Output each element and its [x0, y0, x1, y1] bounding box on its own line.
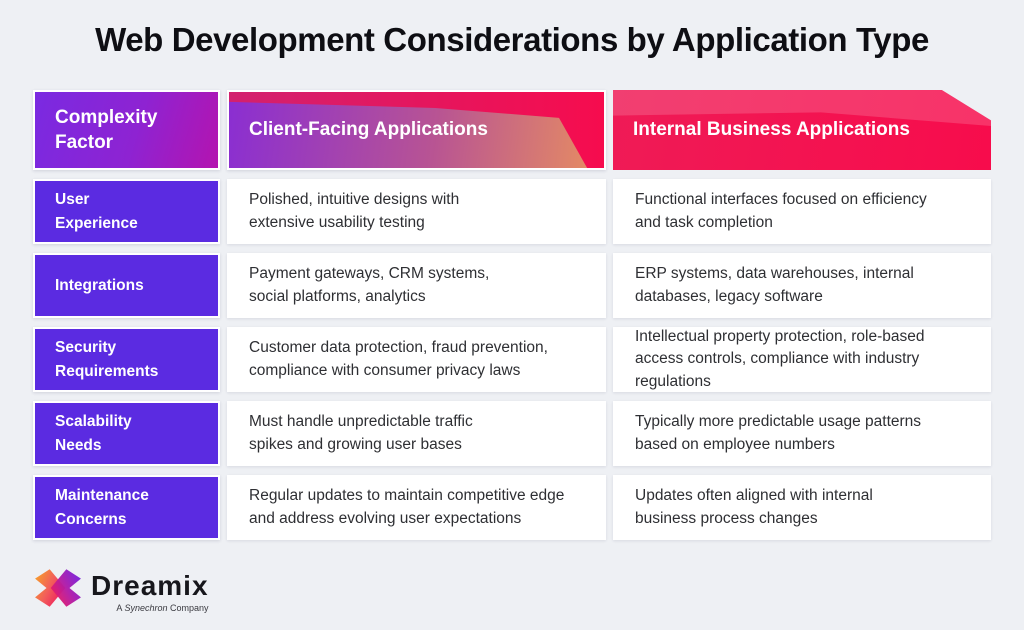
row-label-text: Integrations	[55, 276, 144, 294]
row-label-maintenance-concerns: Maintenance Concerns	[33, 475, 220, 540]
brand-text-block: Dreamix A Synechron Company	[91, 564, 209, 614]
comparison-table: Complexity Factor Client-Facing Applicat…	[33, 90, 991, 540]
cell-text: Functional interfaces focused on efficie…	[635, 191, 927, 231]
table-cell: Customer data protection, fraud preventi…	[227, 327, 606, 392]
cell-text: Typically more predictable usage pattern…	[635, 413, 922, 453]
cell-text: Must handle unpredictable traffic spikes…	[249, 413, 473, 453]
header-complexity-factor: Complexity Factor	[33, 90, 220, 170]
table-cell: Regular updates to maintain competitive …	[227, 475, 606, 540]
cell-text: Updates often aligned with internal busi…	[635, 487, 873, 527]
row-label-user-experience: User Experience	[33, 179, 220, 244]
table-cell: Payment gateways, CRM systems, social pl…	[227, 253, 606, 318]
row-label-text: User Experience	[55, 191, 138, 232]
header-label: Client-Facing Applications	[249, 119, 488, 141]
cell-text: ERP systems, data warehouses, internal d…	[635, 265, 914, 305]
brand-footer: Dreamix A Synechron Company	[34, 564, 209, 613]
header-internal-business: Internal Business Applications	[613, 90, 991, 170]
header-client-facing: Client-Facing Applications	[227, 90, 606, 170]
dreamix-infinity-ribbon-icon	[35, 569, 81, 607]
cell-text: Payment gateways, CRM systems, social pl…	[249, 265, 490, 305]
tagline-prefix: A	[116, 603, 122, 613]
row-label-scalability-needs: Scalability Needs	[33, 401, 220, 466]
cell-text: Intellectual property protection, role-b…	[635, 327, 925, 390]
header-label: Complexity Factor	[55, 106, 158, 153]
table-cell: Must handle unpredictable traffic spikes…	[227, 401, 606, 466]
brand-tagline: A Synechron Company	[116, 603, 208, 613]
tagline-suffix: Company	[169, 603, 209, 613]
brand-wordmark: Dreamix	[91, 570, 209, 601]
table-cell: Intellectual property protection, role-b…	[613, 327, 991, 392]
cell-text: Regular updates to maintain competitive …	[249, 487, 565, 527]
page-title: Web Development Considerations by Applic…	[95, 21, 929, 58]
tagline-brand: Synechron	[124, 603, 168, 613]
row-label-security-requirements: Security Requirements	[33, 327, 220, 392]
table-cell: Functional interfaces focused on efficie…	[613, 179, 991, 244]
row-label-text: Maintenance Concerns	[55, 487, 149, 528]
cell-text: Polished, intuitive designs with extensi…	[249, 191, 460, 231]
row-label-text: Security Requirements	[55, 339, 159, 380]
row-label-text: Scalability Needs	[55, 413, 132, 454]
table-cell: Polished, intuitive designs with extensi…	[227, 179, 606, 244]
cell-text: Customer data protection, fraud preventi…	[249, 339, 548, 379]
row-label-integrations: Integrations	[33, 253, 220, 318]
table-cell: Updates often aligned with internal busi…	[613, 475, 991, 540]
table-cell: ERP systems, data warehouses, internal d…	[613, 253, 991, 318]
header-label: Internal Business Applications	[633, 119, 910, 141]
table-cell: Typically more predictable usage pattern…	[613, 401, 991, 466]
